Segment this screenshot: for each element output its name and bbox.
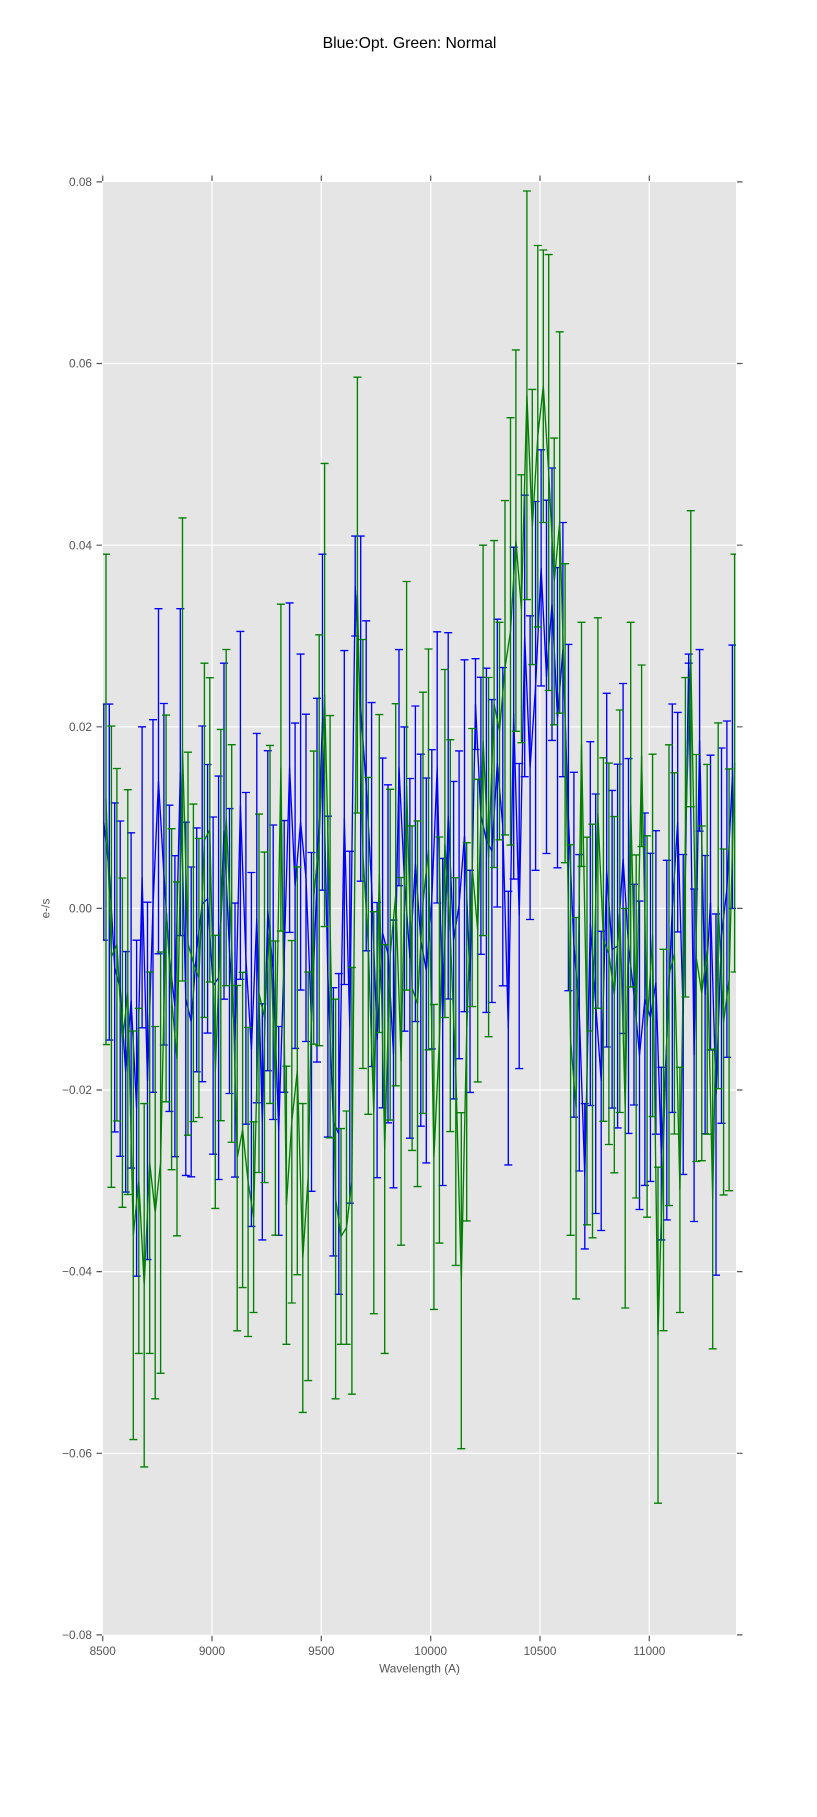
svg-text:10000: 10000	[414, 1644, 447, 1658]
svg-text:−0.08: −0.08	[62, 1628, 92, 1642]
svg-text:e-/s: e-/s	[39, 899, 53, 919]
svg-text:8500: 8500	[90, 1644, 117, 1658]
svg-text:Wavelength (A): Wavelength (A)	[379, 1662, 460, 1676]
svg-text:9000: 9000	[199, 1644, 226, 1658]
svg-text:10500: 10500	[524, 1644, 557, 1658]
svg-text:11000: 11000	[633, 1644, 665, 1658]
svg-text:0.04: 0.04	[69, 538, 92, 552]
svg-text:0.00: 0.00	[69, 902, 92, 916]
svg-text:−0.04: −0.04	[62, 1265, 92, 1279]
svg-text:−0.02: −0.02	[62, 1083, 92, 1097]
svg-text:0.02: 0.02	[69, 720, 92, 734]
svg-text:Blue:Opt. Green: Normal: Blue:Opt. Green: Normal	[323, 35, 497, 52]
svg-text:9500: 9500	[308, 1644, 335, 1658]
svg-text:−0.06: −0.06	[62, 1446, 92, 1460]
svg-text:0.08: 0.08	[69, 175, 92, 189]
svg-text:0.06: 0.06	[69, 357, 92, 371]
